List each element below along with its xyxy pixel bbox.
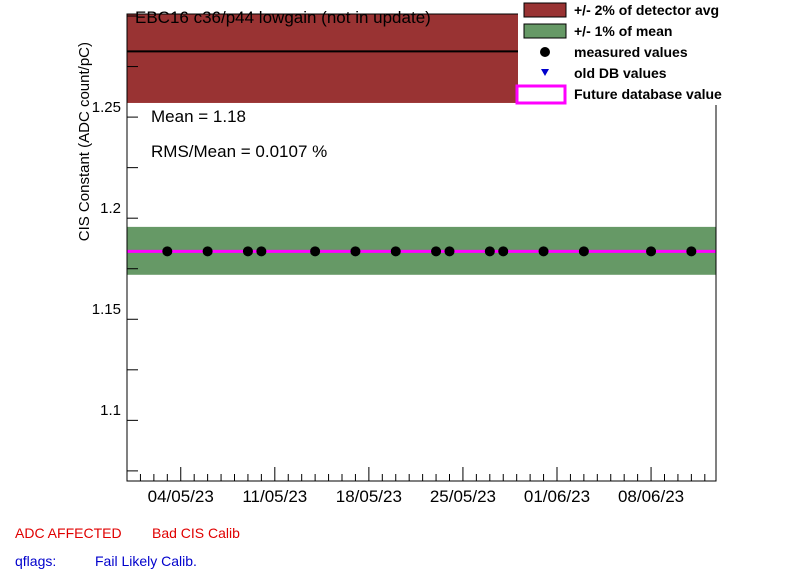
y-axis-label: CIS Constant (ADC count/pC): [76, 42, 93, 241]
y-tick-label: 1.15: [92, 301, 121, 318]
measured-point: [484, 246, 495, 257]
stats-mean: Mean = 1.18: [151, 107, 246, 126]
legend-label: old DB values: [574, 65, 667, 81]
x-tick-label: 08/06/23: [618, 487, 684, 506]
x-tick-label: 11/05/23: [242, 487, 307, 506]
x-tick-label: 18/05/23: [336, 487, 402, 506]
legend-swatch-box: [523, 2, 567, 18]
measured-point: [390, 246, 401, 257]
measured-point: [538, 246, 549, 257]
measured-point: [498, 246, 509, 257]
x-tick-label: 25/05/23: [430, 487, 496, 506]
legend-label: Future database value: [574, 86, 722, 102]
legend-swatch-dot: [540, 47, 550, 57]
x-tick-label: 04/05/23: [148, 487, 214, 506]
plot-frame: [126, 13, 717, 482]
legend-label: +/- 1% of mean: [574, 23, 672, 39]
measured-point: [431, 246, 442, 257]
y-axis: 1.1 1.15 1.2 1.25: [92, 15, 138, 472]
x-tick-label: 01/06/23: [524, 487, 590, 506]
measured-point: [310, 246, 321, 257]
legend-swatch-box: [523, 23, 567, 39]
y-tick-label: 1.1: [100, 402, 121, 419]
measured-point: [686, 246, 697, 257]
measured-point: [256, 246, 267, 257]
legend-label: measured values: [574, 44, 688, 60]
stats-rms: RMS/Mean = 0.0107 %: [151, 142, 327, 161]
measured-point: [646, 246, 657, 257]
bad-cis-label: Bad CIS Calib: [152, 525, 240, 541]
legend-label: +/- 2% of detector avg: [574, 2, 719, 18]
legend: +/- 2% of detector avg +/- 1% of mean meas…: [515, 0, 748, 105]
x-axis: 04/05/23 11/05/23 18/05/23 25/05/23 01/06/23…: [139, 467, 706, 506]
measured-point: [242, 246, 253, 257]
chart-title: EBC16 c36/p44 lowgain (not in update): [135, 8, 431, 27]
y-tick-label: 1.2: [100, 200, 121, 217]
y-tick-label: 1.25: [92, 99, 121, 116]
qflags-label: qflags:: [15, 553, 57, 569]
legend-swatch-outline: [515, 84, 567, 105]
adc-affected-label: ADC AFFECTED: [15, 525, 122, 541]
legend-swatch-triangle: [541, 69, 549, 76]
measured-point: [444, 246, 455, 257]
qflags-value: Fail Likely Calib.: [95, 553, 197, 569]
points-layer: [162, 246, 697, 257]
measured-point: [162, 246, 173, 257]
measured-point: [350, 246, 361, 257]
measured-point: [578, 246, 589, 257]
measured-point: [202, 246, 213, 257]
